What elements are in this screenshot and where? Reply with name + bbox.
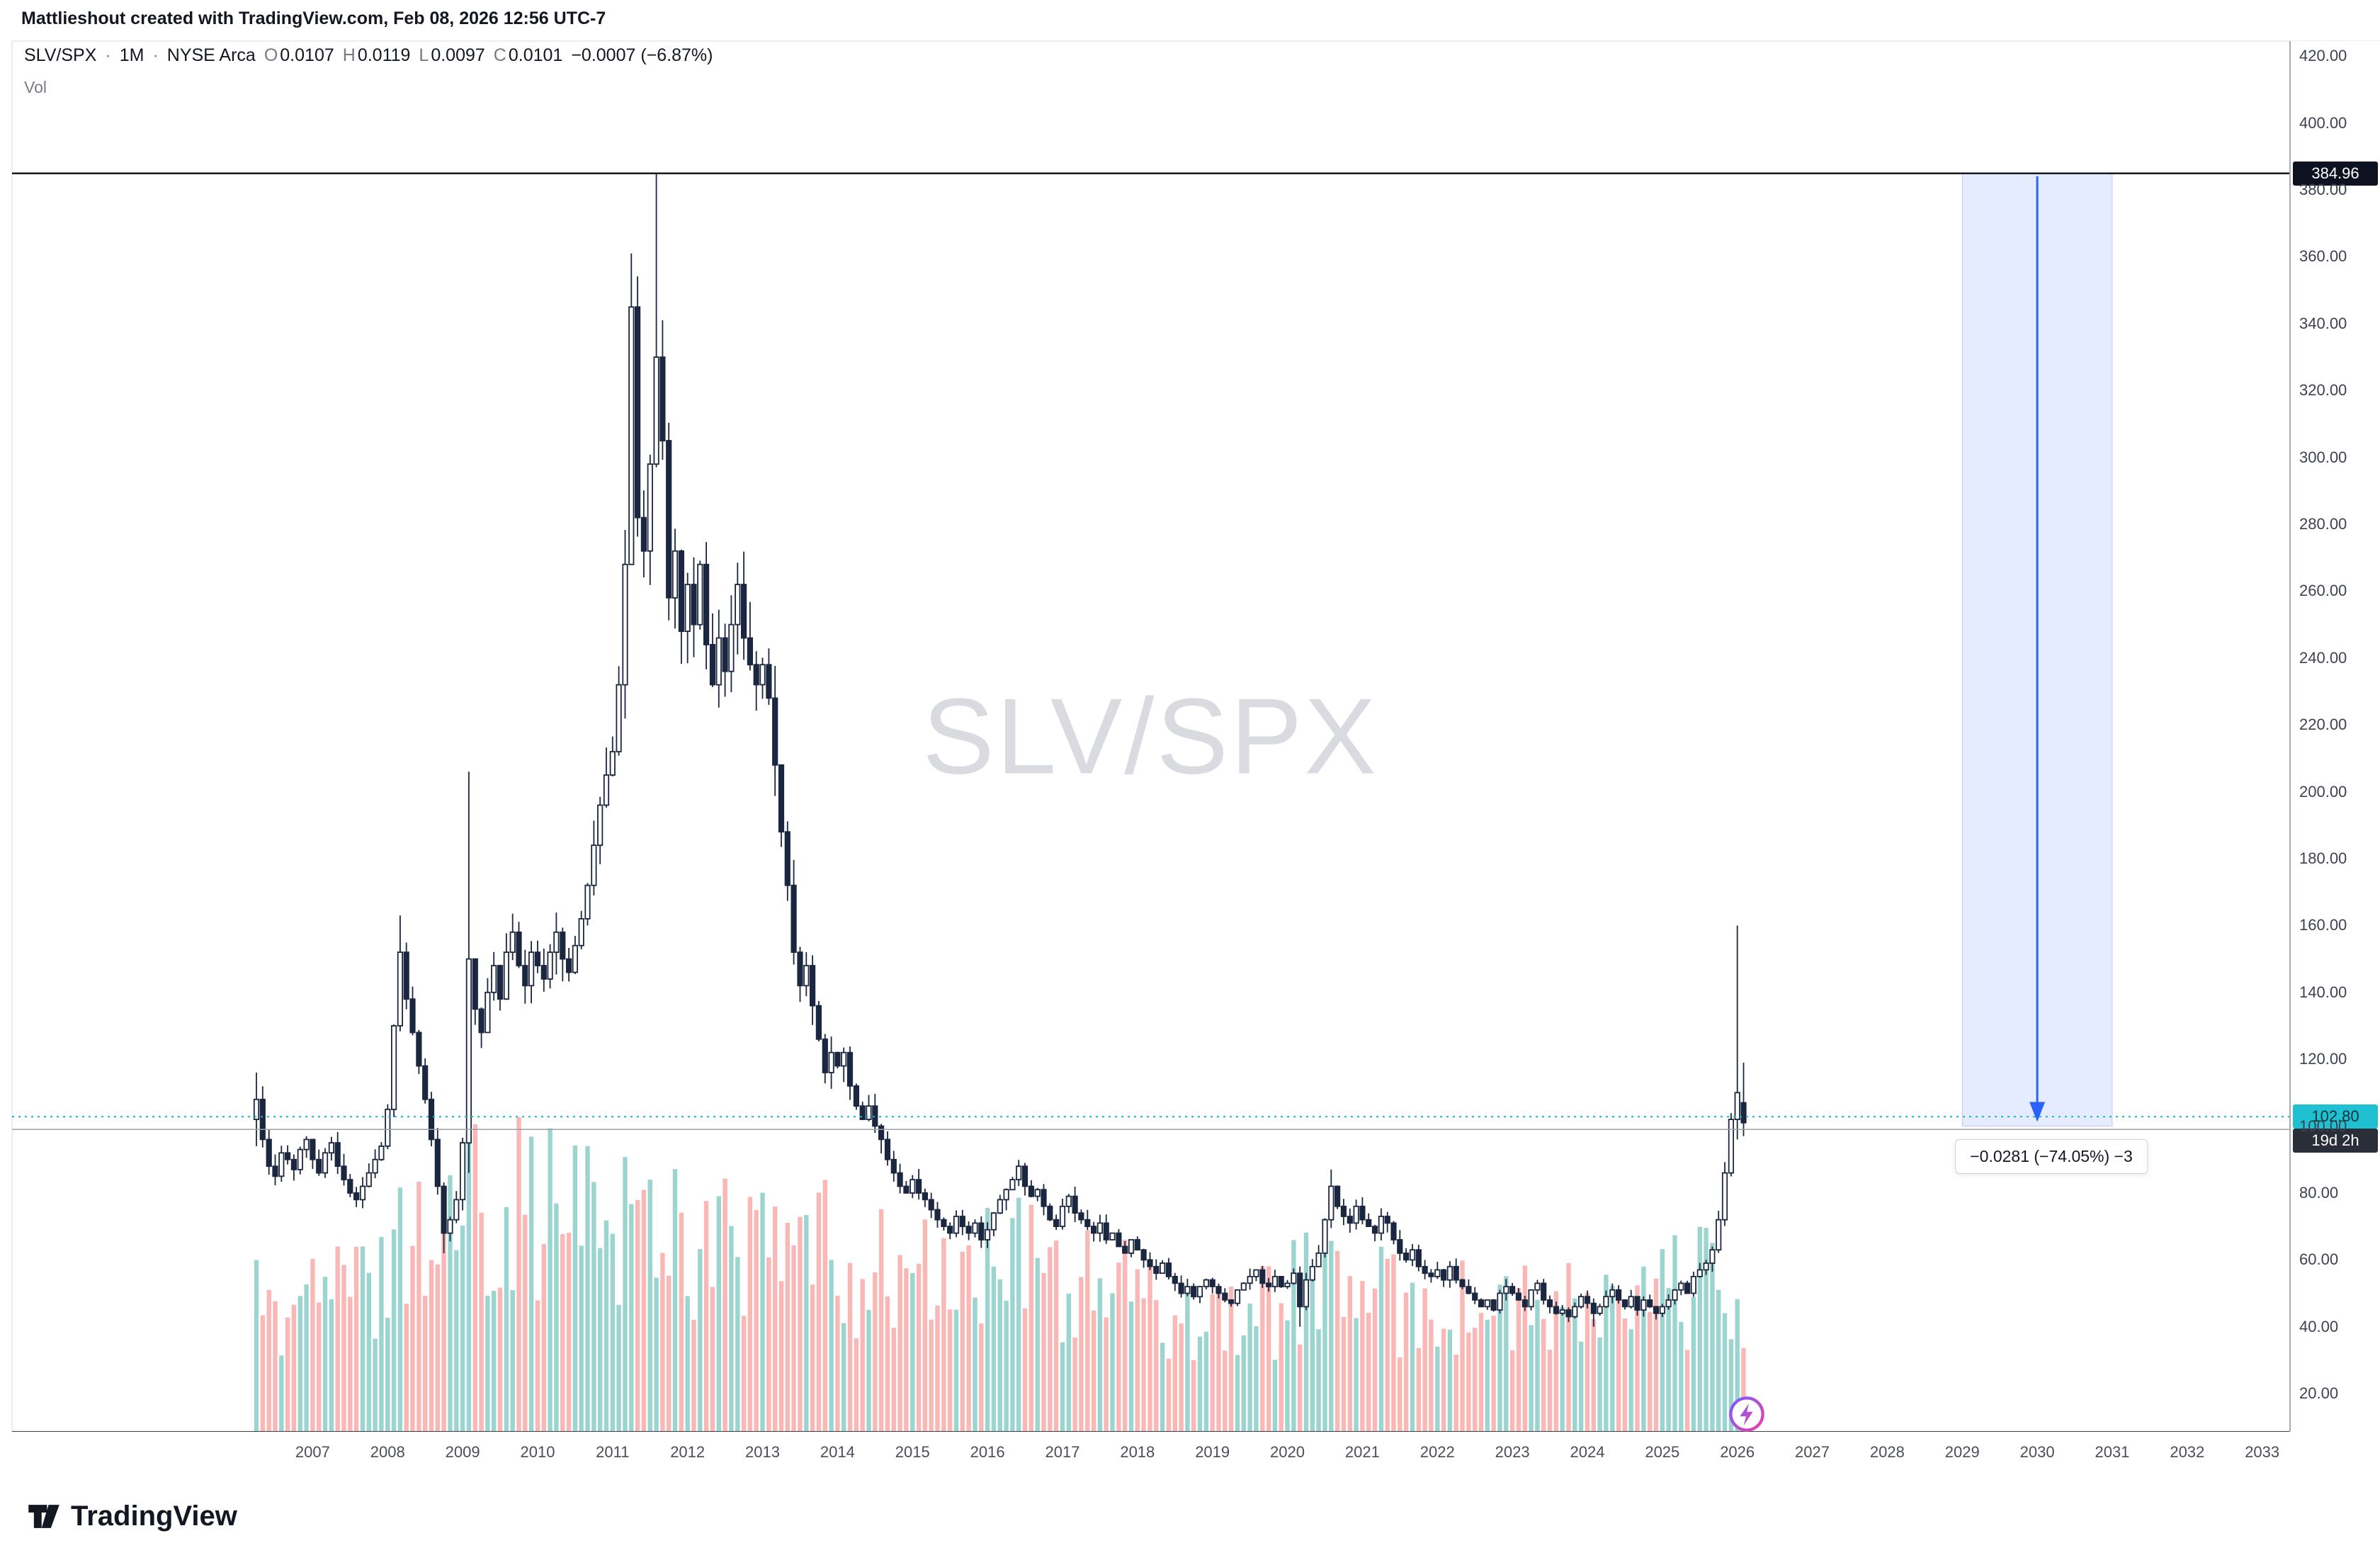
tradingview-logo-icon bbox=[28, 1505, 60, 1528]
price-axis-label: 160.00 bbox=[2299, 916, 2347, 934]
price-axis-label: 380.00 bbox=[2299, 181, 2347, 199]
flash-icon[interactable] bbox=[1727, 1394, 1767, 1434]
price-axis-label: 400.00 bbox=[2299, 113, 2347, 132]
time-axis-label: 2031 bbox=[2095, 1443, 2130, 1461]
time-axis-label: 2022 bbox=[1420, 1443, 1455, 1461]
high-line-price-label: 384.96 bbox=[2293, 161, 2378, 186]
time-axis-label: 2009 bbox=[445, 1443, 480, 1461]
price-axis-label: 120.00 bbox=[2299, 1050, 2347, 1068]
separator-dot: · bbox=[152, 45, 159, 65]
exchange-name: NYSE Arca bbox=[166, 45, 256, 65]
ohlc-high: H 0.0119 bbox=[343, 45, 411, 66]
price-axis-label: 100.00 bbox=[2299, 1117, 2347, 1135]
price-axis-label: 80.00 bbox=[2299, 1183, 2339, 1202]
price-axis-label: 280.00 bbox=[2299, 515, 2347, 533]
time-axis-label: 2013 bbox=[745, 1443, 780, 1461]
candles bbox=[253, 173, 1747, 1327]
low-value: 0.0097 bbox=[431, 45, 485, 65]
time-axis-label: 2021 bbox=[1344, 1443, 1380, 1461]
volume-bars bbox=[254, 1117, 1746, 1432]
price-axis-label: 360.00 bbox=[2299, 247, 2347, 266]
price-axis-label: 180.00 bbox=[2299, 849, 2347, 867]
time-axis-label: 2010 bbox=[520, 1443, 555, 1461]
last-price-label: 102.80 bbox=[2293, 1104, 2378, 1129]
price-axis-label: 220.00 bbox=[2299, 716, 2347, 734]
time-axis-label: 2012 bbox=[670, 1443, 706, 1461]
price-axis[interactable]: 384.96 102.80 19d 2h 420.00 400.00 380.00 3… bbox=[2289, 41, 2380, 1482]
projection-zone[interactable] bbox=[1961, 173, 2113, 1127]
open-label: O bbox=[264, 45, 278, 65]
close-value: 0.0101 bbox=[508, 45, 563, 65]
lightning-icon bbox=[1729, 1396, 1764, 1432]
tradingview-logo-text: TradingView bbox=[71, 1500, 237, 1532]
price-axis-label: 140.00 bbox=[2299, 983, 2347, 1001]
time-axis-label: 2018 bbox=[1120, 1443, 1155, 1461]
projection-arrowhead bbox=[2029, 1102, 2046, 1122]
price-axis-label: 240.00 bbox=[2299, 648, 2347, 667]
price-axis-label: 320.00 bbox=[2299, 381, 2347, 400]
time-axis-label: 2029 bbox=[1944, 1443, 1980, 1461]
price-axis-label: 40.00 bbox=[2299, 1317, 2339, 1335]
price-axis-label: 300.00 bbox=[2299, 448, 2347, 466]
time-axis-label: 2008 bbox=[370, 1443, 405, 1461]
attribution-text: Mattlieshout created with TradingView.co… bbox=[21, 9, 606, 28]
time-axis-label: 2014 bbox=[820, 1443, 855, 1461]
time-axis-label: 2026 bbox=[1720, 1443, 1755, 1461]
time-axis[interactable]: 2007 2008 2009 2010 2011 2012 2013 2014 2015 2016… bbox=[0, 1432, 2380, 1483]
time-axis-label: 2019 bbox=[1195, 1443, 1230, 1461]
measurement-label[interactable]: −0.0281 (−74.05%) −3 bbox=[1955, 1139, 2148, 1174]
time-axis-label: 2011 bbox=[596, 1443, 630, 1461]
time-axis-label: 2015 bbox=[895, 1443, 930, 1461]
time-axis-label: 2027 bbox=[1795, 1443, 1830, 1461]
ohlc-low: L 0.0097 bbox=[419, 45, 484, 66]
countdown-label: 19d 2h bbox=[2293, 1129, 2378, 1153]
time-axis-label: 2030 bbox=[2019, 1443, 2055, 1461]
time-axis-label: 2023 bbox=[1495, 1443, 1530, 1461]
price-axis-label: 200.00 bbox=[2299, 782, 2347, 801]
time-axis-label: 2016 bbox=[970, 1443, 1005, 1461]
interval-value[interactable]: 1M bbox=[119, 45, 144, 65]
high-value: 0.0119 bbox=[357, 45, 411, 65]
open-value: 0.0107 bbox=[280, 45, 334, 65]
time-axis-label: 2028 bbox=[1869, 1443, 1905, 1461]
time-axis-label: 2033 bbox=[2245, 1443, 2280, 1461]
time-axis-label: 2017 bbox=[1045, 1443, 1080, 1461]
close-label: C bbox=[493, 45, 506, 65]
price-axis-label: 340.00 bbox=[2299, 314, 2347, 332]
time-axis-label: 2032 bbox=[2170, 1443, 2205, 1461]
change-value: −0.0007 (−6.87%) bbox=[571, 45, 713, 65]
time-axis-label: 2024 bbox=[1570, 1443, 1605, 1461]
price-axis-label: 20.00 bbox=[2299, 1384, 2339, 1403]
time-axis-label: 2007 bbox=[295, 1443, 330, 1461]
ohlc-close: C 0.0101 bbox=[494, 45, 563, 66]
symbol-legend: SLV/SPX · 1M · NYSE Arca O 0.0107 H 0.0119… bbox=[24, 45, 713, 66]
symbol-name[interactable]: SLV/SPX bbox=[24, 45, 97, 65]
time-axis-label: 2025 bbox=[1645, 1443, 1680, 1461]
low-label: L bbox=[419, 45, 429, 65]
time-axis-label: 2020 bbox=[1270, 1443, 1305, 1461]
price-axis-label: 260.00 bbox=[2299, 582, 2347, 600]
volume-legend[interactable]: Vol bbox=[24, 78, 47, 96]
price-axis-label: 420.00 bbox=[2299, 47, 2347, 65]
tradingview-logo[interactable]: TradingView bbox=[27, 1500, 237, 1532]
price-axis-label: 60.00 bbox=[2299, 1250, 2339, 1269]
high-label: H bbox=[342, 45, 356, 65]
separator-dot: · bbox=[105, 45, 111, 65]
ohlc-open: O 0.0107 bbox=[264, 45, 334, 66]
